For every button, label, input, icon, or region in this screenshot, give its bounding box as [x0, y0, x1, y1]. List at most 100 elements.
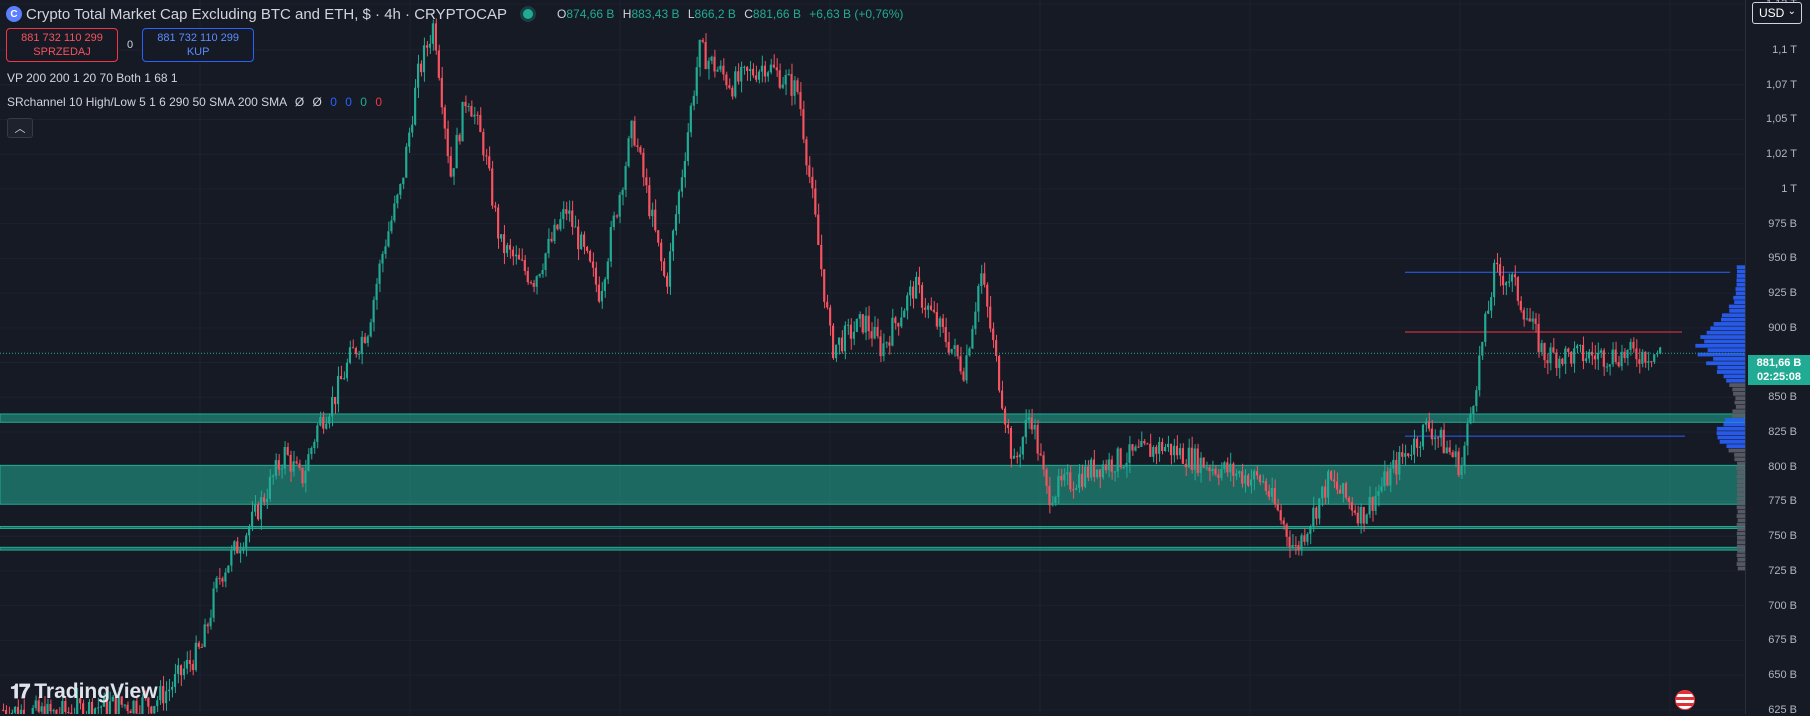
- candle-body: [1600, 350, 1602, 352]
- candle-body: [521, 259, 523, 260]
- candle-body: [503, 234, 505, 253]
- candle-body: [1294, 545, 1296, 546]
- candle-body: [986, 285, 988, 307]
- candle-body: [284, 447, 286, 469]
- price-axis-tick-label: 650 B: [1768, 669, 1797, 681]
- candle-body: [900, 317, 902, 326]
- volume-profile-bar: [1737, 471, 1745, 475]
- volume-profile-bar: [1729, 305, 1745, 309]
- candle-body: [776, 67, 778, 70]
- candle-body: [1374, 496, 1376, 511]
- candle-body: [1357, 513, 1359, 524]
- candle-body: [153, 706, 155, 713]
- candle-body: [998, 356, 1000, 391]
- candle-body: [1638, 359, 1640, 364]
- candle-body: [737, 71, 739, 81]
- candle-body: [1345, 483, 1347, 498]
- candle-body: [1108, 459, 1110, 470]
- currency-selector[interactable]: USD ⌄: [1752, 2, 1802, 24]
- candle-body: [595, 268, 597, 285]
- candle-body: [619, 195, 621, 217]
- candle-body: [625, 166, 627, 190]
- sell-button[interactable]: 881 732 110 299 SPRZEDAJ: [6, 28, 118, 62]
- candle-body: [287, 447, 289, 455]
- volume-profile-bar: [1733, 392, 1745, 396]
- collapse-legend-button[interactable]: ︿: [7, 118, 33, 138]
- candle-body: [660, 243, 662, 262]
- candle-body: [82, 703, 84, 714]
- candle-body: [453, 168, 455, 176]
- candle-body: [793, 80, 795, 96]
- volume-profile-bar: [1736, 466, 1745, 470]
- price-axis-tick-label: 800 B: [1768, 461, 1797, 473]
- indicator-srchannel[interactable]: SRchannel 10 High/Low 5 1 6 290 50 SMA 2…: [7, 95, 382, 109]
- candle-body: [1105, 464, 1107, 470]
- candle-body: [1063, 474, 1065, 480]
- candle-body: [690, 106, 692, 133]
- candle-body: [1265, 481, 1267, 491]
- candle-body: [32, 708, 34, 714]
- price-axis-tick-label: 900 B: [1768, 322, 1797, 334]
- candle-body: [1004, 409, 1006, 425]
- candle-body: [909, 287, 911, 296]
- volume-profile-bar: [1729, 383, 1745, 387]
- candle-body: [1339, 490, 1341, 494]
- volume-profile-bar: [1713, 357, 1745, 361]
- tradingview-logo[interactable]: 𝟏𝟕 TradingView: [10, 680, 158, 704]
- volume-profile-bar: [1717, 370, 1745, 374]
- candle-body: [939, 318, 941, 326]
- candle-body: [681, 177, 683, 191]
- candle-body: [1363, 507, 1365, 524]
- candle-body: [1333, 480, 1335, 482]
- indicator-srchannel-label: SRchannel 10 High/Low 5 1 6 290 50 SMA 2…: [7, 95, 287, 109]
- indicator-value: 0: [375, 95, 382, 109]
- candle-body: [1090, 460, 1092, 478]
- candle-body: [1010, 428, 1012, 459]
- candle-body: [524, 260, 526, 271]
- candle-body: [476, 115, 478, 116]
- candle-body: [1277, 504, 1279, 510]
- candle-body: [1152, 447, 1154, 457]
- candle-body: [1200, 458, 1202, 473]
- candle-body: [1238, 471, 1240, 473]
- indicator-value: 0: [330, 95, 337, 109]
- candle-body: [583, 234, 585, 246]
- volume-profile-bar: [1729, 449, 1745, 453]
- candle-body: [536, 276, 538, 287]
- candle-body: [233, 541, 235, 550]
- candle-body: [992, 329, 994, 341]
- buy-button[interactable]: 881 732 110 299 KUP: [142, 28, 254, 62]
- volume-profile-bar: [1737, 479, 1745, 483]
- candle-body: [948, 342, 950, 353]
- candle-body: [1564, 349, 1566, 364]
- candle-body: [942, 318, 944, 327]
- candle-body: [799, 92, 801, 109]
- candle-body: [1650, 361, 1652, 362]
- candle-body: [390, 220, 392, 231]
- candle-body: [1223, 462, 1225, 469]
- candle-body: [891, 318, 893, 346]
- volume-profile-bar: [1737, 549, 1745, 553]
- candle-body: [1081, 474, 1083, 487]
- volume-profile-bar: [1737, 545, 1745, 549]
- symbol-title[interactable]: Crypto Total Market Cap Excluding BTC an…: [26, 6, 507, 23]
- candle-body: [405, 147, 407, 178]
- volume-profile-bar: [1738, 510, 1745, 514]
- candle-body: [699, 40, 701, 67]
- us-flag-icon[interactable]: [1675, 690, 1695, 710]
- candle-body: [633, 121, 635, 146]
- candle-body: [1621, 352, 1623, 367]
- candle-body: [627, 138, 629, 166]
- indicator-volume-profile[interactable]: VP 200 200 1 20 70 Both 1 68 1: [7, 71, 178, 85]
- candle-body: [55, 710, 57, 714]
- volume-profile-bar: [1734, 457, 1745, 461]
- candle-body: [364, 337, 366, 343]
- candle-body: [598, 285, 600, 302]
- volume-profile-bar: [1733, 296, 1745, 300]
- candle-body: [882, 343, 884, 356]
- candle-body: [1369, 497, 1371, 514]
- candle-body: [1306, 534, 1308, 542]
- volume-profile-bar: [1737, 527, 1745, 531]
- candle-body: [1300, 535, 1302, 549]
- market-status-icon[interactable]: [523, 9, 533, 19]
